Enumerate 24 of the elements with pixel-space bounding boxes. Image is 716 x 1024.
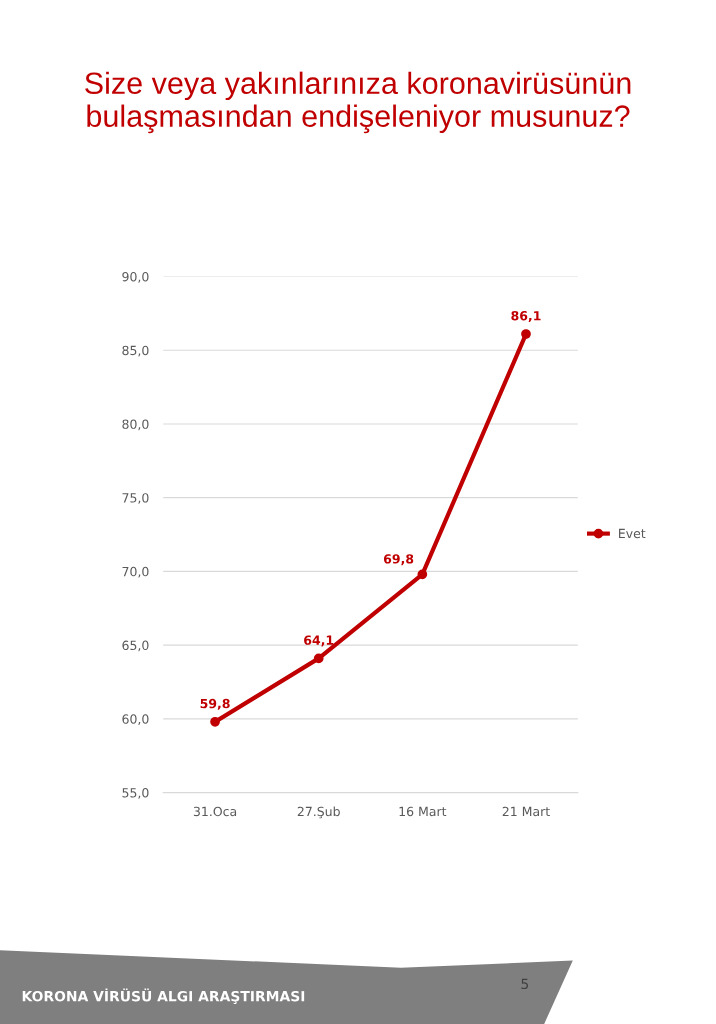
data-label: 64,1 [304, 635, 334, 647]
text: 5 [521, 978, 529, 990]
x-tick-label: 31.Oca [193, 806, 237, 817]
legend-label: Evet [619, 528, 646, 539]
point [210, 716, 220, 727]
y-tick-label: 75,0 [122, 493, 149, 504]
point [313, 653, 324, 664]
y-tick-label: 85,0 [122, 345, 149, 357]
point [417, 569, 428, 580]
data-label: 69,8 [383, 554, 414, 566]
y-tick-label: 65,0 [122, 640, 149, 652]
data-label: 59,8 [200, 698, 230, 710]
point [521, 329, 531, 339]
y-tick-label: 90,0 [122, 271, 149, 283]
data-label: 86,1 [511, 311, 541, 323]
y-tick-label: 60,0 [122, 714, 149, 726]
chart-title: Size veya yakınlarınıza koronavirüsünün bulaşmasından endişeleniyor musunuz? [85, 71, 631, 134]
y-tick-label: 70,0 [122, 566, 149, 578]
y-tick-label: 80,0 [122, 419, 149, 431]
x-tick-label: 16 Mart [399, 806, 447, 817]
y-tick-label: 55,0 [122, 788, 149, 799]
x-tick-label: 21 Mart [502, 806, 550, 817]
x-tick-label: 27.Şub [297, 806, 340, 819]
text: KORONA VİRÜSÜ ALGI ARAŞTIRMASI [22, 988, 305, 1004]
